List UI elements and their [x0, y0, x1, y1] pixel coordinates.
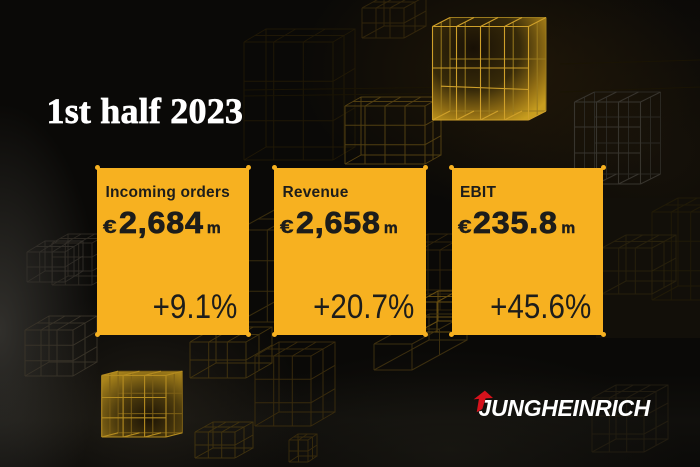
svg-text:JUNGHEINRICH: JUNGHEINRICH: [479, 395, 651, 421]
